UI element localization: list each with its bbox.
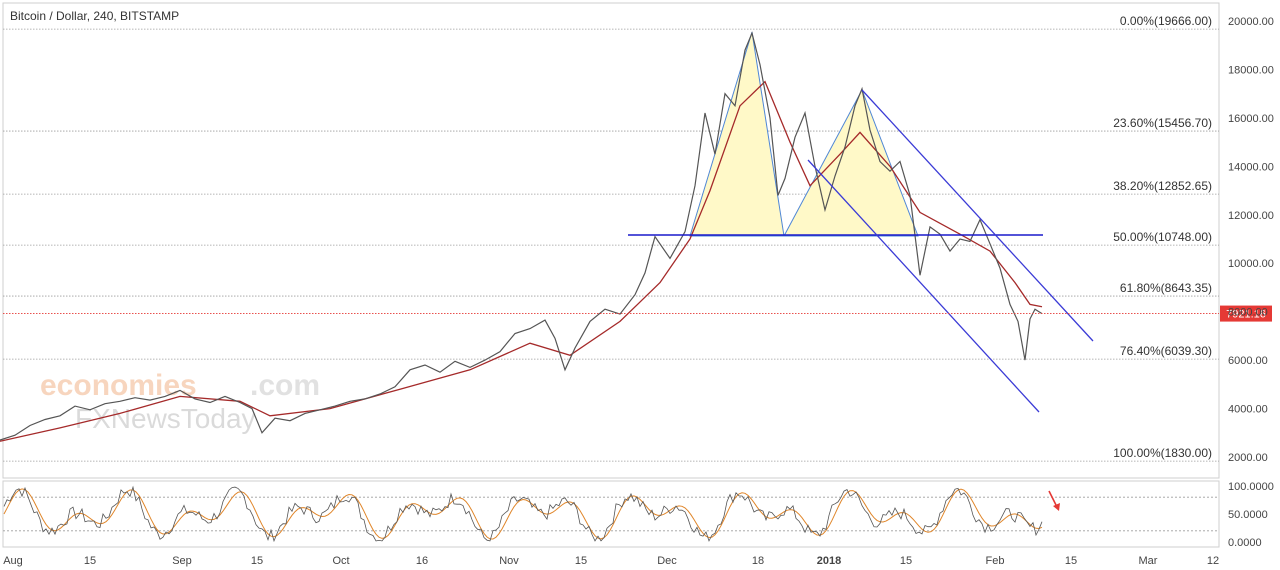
y-tick-label: 16000.00 [1228,113,1274,125]
moving-average [0,80,1043,442]
down-arrow-icon [1048,490,1060,511]
y-tick-label: 4000.00 [1228,404,1268,416]
current-price-badge [1220,305,1272,322]
fib-level-label: 50.00%(10748.00) [1113,230,1212,244]
x-tick-label: 15 [1065,555,1077,567]
y-tick-label: 6000.00 [1228,355,1268,367]
fibonacci-levels: 0.00%(19666.00) 23.60%(15456.70) 38.20%(12… [3,14,1219,462]
oscillator-fast-line [3,485,1043,543]
oscillator-slow-line [3,488,1043,540]
stochastic-oscillator [3,485,1043,543]
oscillator-tick-label: 100.0000 [1228,481,1274,493]
y-tick-label: 2000.00 [1228,452,1268,464]
economies-watermark: economies .com [40,369,320,402]
head-and-shoulders-pattern [689,31,919,237]
fxnewstoday-watermark: FXNewsToday [75,403,256,434]
x-tick-label: 12 [1207,555,1219,567]
price-pane-frame [2,2,1220,479]
x-tick-label: 2018 [817,555,841,567]
x-tick-label: Mar [1139,555,1158,567]
channel-upper-line [861,89,1094,342]
chart-title: Bitcoin / Dollar, 240, BITSTAMP [10,9,179,23]
x-tick-label: 18 [752,555,764,567]
watermark-brand-main: economies [40,369,197,402]
x-tick-label: 16 [416,555,428,567]
y-tick-label: 10000.00 [1228,258,1274,270]
y-tick-label: 14000.00 [1228,161,1274,173]
x-tick-label: 15 [251,555,263,567]
x-tick-label: Dec [657,555,677,567]
x-tick-label: Nov [499,555,519,567]
left-shoulder-area [689,31,785,237]
x-tick-label: Sep [172,555,192,567]
price-axis: 2000.00 4000.00 6000.00 8000.00 10000.00 1200… [1228,16,1274,464]
fib-level-label: 61.80%(8643.35) [1120,281,1212,295]
x-tick-label: Feb [986,555,1005,567]
x-tick-label: 15 [575,555,587,567]
moving-average-line [0,80,1043,442]
x-tick-label: Aug [3,555,23,567]
fib-level-label: 23.60%(15456.70) [1113,116,1212,130]
x-tick-label: 15 [84,555,96,567]
fib-level-label: 100.00%(1830.00) [1113,446,1212,460]
watermark-brand-suffix: .com [250,369,320,402]
head-area [783,88,919,237]
y-tick-label: 20000.00 [1228,16,1274,28]
y-tick-label: 8000.00 [1228,307,1268,319]
current-price-marker: 7921.16 [3,305,1272,322]
current-price-label: 7921.16 [1226,309,1266,321]
time-axis: Aug 15 Sep 15 Oct 16 Nov 15 Dec 18 2018 15 Feb 15 Mar 1… [3,555,1219,567]
fib-level-label: 76.40%(6039.30) [1120,344,1212,358]
oscillator-axis: 100.0000 50.0000 0.0000 [1228,481,1274,549]
channel-lower-line [807,159,1040,413]
x-tick-label: Oct [332,555,349,567]
x-tick-label: 15 [900,555,912,567]
fib-level-label: 38.20%(12852.65) [1113,179,1212,193]
oscillator-pane-frame [2,480,1220,548]
fib-level-label: 0.00%(19666.00) [1120,14,1212,28]
oscillator-tick-label: 0.0000 [1228,537,1262,549]
y-tick-label: 18000.00 [1228,64,1274,76]
y-tick-label: 12000.00 [1228,210,1274,222]
oscillator-grid [3,496,1219,532]
trend-lines [628,89,1094,413]
oscillator-tick-label: 50.0000 [1228,509,1268,521]
